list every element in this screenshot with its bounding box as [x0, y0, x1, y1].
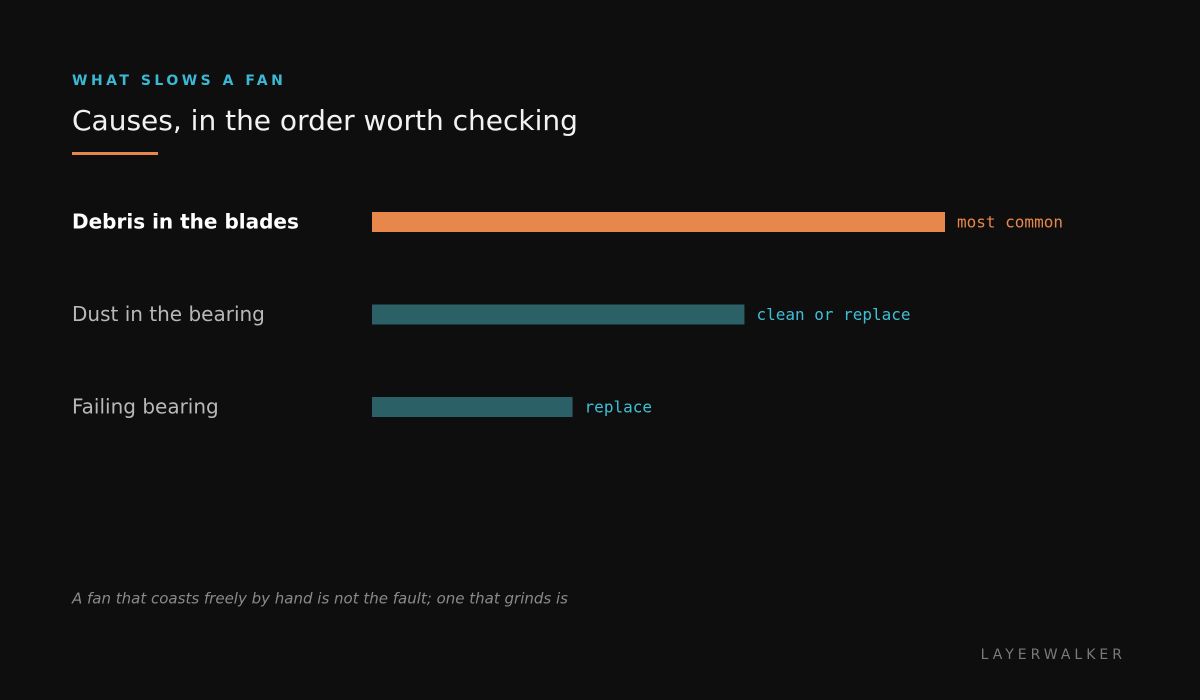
- bar-note: replace: [585, 398, 652, 417]
- chart-title: Causes, in the order worth checking: [72, 104, 578, 137]
- category-label: Failing bearing: [72, 395, 219, 419]
- category-label: Debris in the blades: [72, 210, 299, 234]
- footnote: A fan that coasts freely by hand is not …: [71, 590, 568, 608]
- bar-note: most common: [957, 213, 1063, 232]
- bar: [372, 397, 573, 417]
- title-underline: [72, 152, 158, 155]
- brand: LAYERWALKER: [981, 647, 1126, 663]
- bar: [372, 304, 745, 325]
- eyebrow: WHAT SLOWS A FAN: [72, 73, 286, 89]
- bar-note: clean or replace: [756, 305, 910, 324]
- bar: [372, 212, 945, 232]
- category-label: Dust in the bearing: [72, 302, 265, 326]
